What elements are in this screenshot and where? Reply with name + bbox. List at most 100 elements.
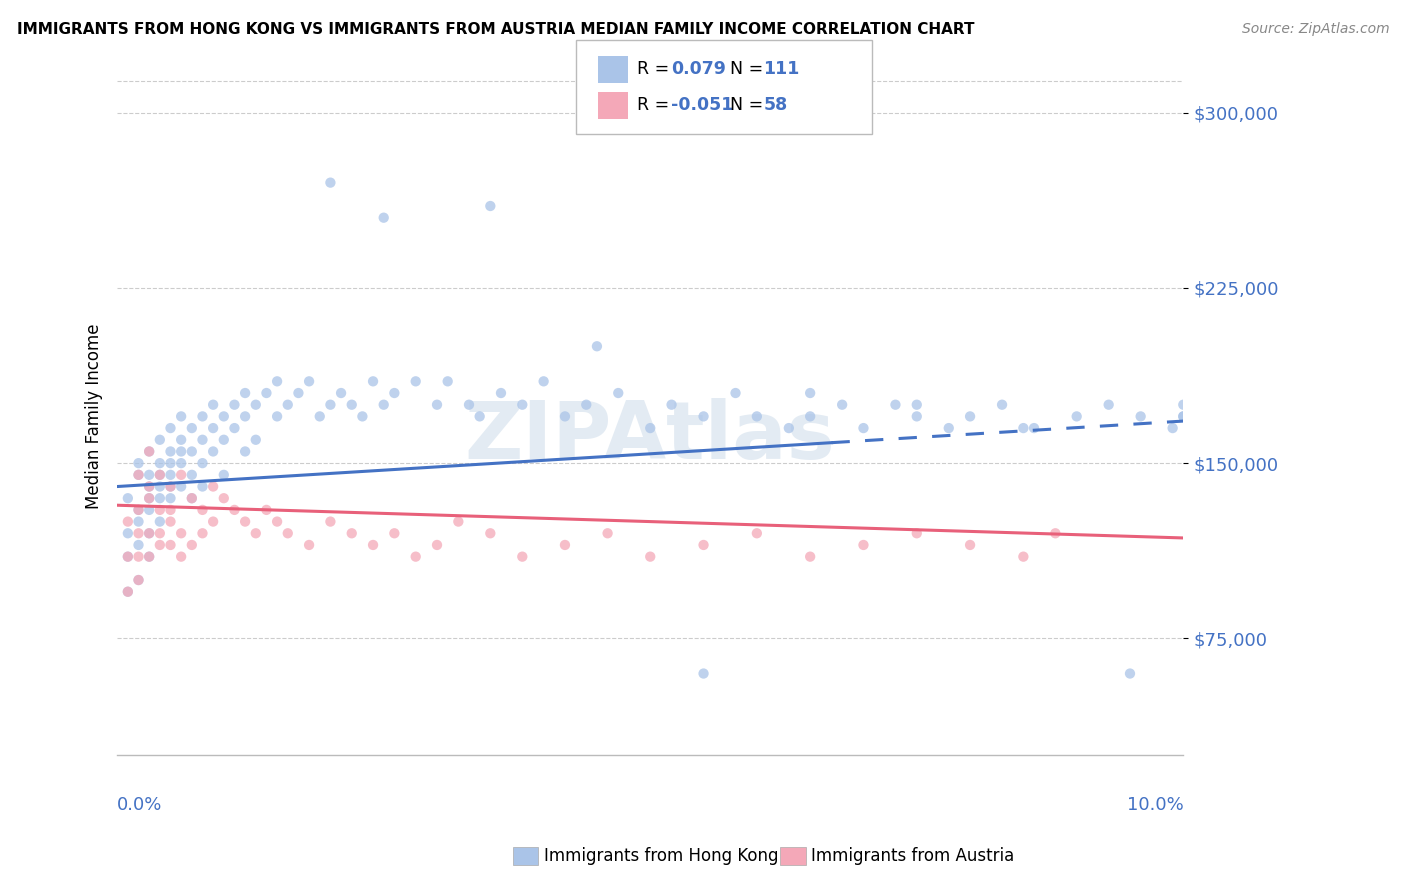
Text: 58: 58 <box>763 96 787 114</box>
Point <box>138 526 160 541</box>
Point <box>202 444 225 458</box>
Text: 0.079: 0.079 <box>671 60 725 78</box>
Point <box>1161 421 1184 435</box>
Point <box>1119 666 1142 681</box>
Point <box>1098 398 1121 412</box>
Point <box>128 573 150 587</box>
Point <box>224 503 246 517</box>
Point <box>905 409 928 424</box>
Point <box>233 444 256 458</box>
Point <box>586 339 609 353</box>
Point <box>170 467 193 482</box>
Point <box>233 386 256 401</box>
Point <box>373 211 395 225</box>
Point <box>128 549 150 564</box>
Point <box>191 479 214 493</box>
Text: Source: ZipAtlas.com: Source: ZipAtlas.com <box>1241 22 1389 37</box>
Point <box>117 526 139 541</box>
Point <box>170 444 193 458</box>
Point <box>1066 409 1088 424</box>
Point <box>277 526 299 541</box>
Point <box>745 526 768 541</box>
Point <box>382 386 405 401</box>
Point <box>159 421 181 435</box>
Point <box>149 433 172 447</box>
Point <box>149 526 172 541</box>
Point <box>128 515 150 529</box>
Point <box>180 467 202 482</box>
Text: R =: R = <box>637 60 675 78</box>
Point <box>308 409 330 424</box>
Point <box>159 444 181 458</box>
Point <box>159 503 181 517</box>
Text: 10.0%: 10.0% <box>1126 796 1184 814</box>
Text: N =: N = <box>730 96 769 114</box>
Point <box>128 467 150 482</box>
Point <box>212 433 235 447</box>
Point <box>149 538 172 552</box>
Point <box>138 444 160 458</box>
Point <box>138 549 160 564</box>
Point <box>170 549 193 564</box>
Point <box>256 503 278 517</box>
Point <box>117 584 139 599</box>
Point <box>266 515 288 529</box>
Point <box>745 409 768 424</box>
Point <box>319 515 342 529</box>
Point <box>212 491 235 506</box>
Point <box>180 444 202 458</box>
Text: 0.0%: 0.0% <box>117 796 163 814</box>
Point <box>959 538 981 552</box>
Text: IMMIGRANTS FROM HONG KONG VS IMMIGRANTS FROM AUSTRIA MEDIAN FAMILY INCOME CORREL: IMMIGRANTS FROM HONG KONG VS IMMIGRANTS … <box>17 22 974 37</box>
Point <box>340 398 363 412</box>
Point <box>373 398 395 412</box>
Point <box>149 515 172 529</box>
Point <box>256 386 278 401</box>
Point <box>170 433 193 447</box>
Point <box>436 375 458 389</box>
Point <box>1012 421 1035 435</box>
Point <box>468 409 491 424</box>
Point <box>852 538 875 552</box>
Point <box>159 538 181 552</box>
Point <box>959 409 981 424</box>
Point <box>692 538 714 552</box>
Point <box>159 479 181 493</box>
Point <box>287 386 309 401</box>
Point <box>319 398 342 412</box>
Point <box>233 409 256 424</box>
Point <box>938 421 960 435</box>
Point <box>149 467 172 482</box>
Point <box>298 375 321 389</box>
Point <box>426 538 449 552</box>
Point <box>170 526 193 541</box>
Text: Immigrants from Austria: Immigrants from Austria <box>811 847 1015 865</box>
Point <box>117 549 139 564</box>
Point <box>191 456 214 470</box>
Text: R =: R = <box>637 96 675 114</box>
Point <box>1173 409 1195 424</box>
Point <box>233 515 256 529</box>
Point <box>554 409 576 424</box>
Point <box>180 538 202 552</box>
Point <box>202 421 225 435</box>
Point <box>191 526 214 541</box>
Point <box>361 538 384 552</box>
Point <box>991 398 1014 412</box>
Point <box>458 398 481 412</box>
Point <box>479 526 502 541</box>
Point <box>149 479 172 493</box>
Point <box>405 375 427 389</box>
Point <box>170 409 193 424</box>
Point <box>724 386 747 401</box>
Point <box>245 526 267 541</box>
Point <box>510 398 533 412</box>
Point <box>128 503 150 517</box>
Point <box>138 491 160 506</box>
Point <box>340 526 363 541</box>
Point <box>692 409 714 424</box>
Point <box>128 573 150 587</box>
Point <box>1022 421 1045 435</box>
Point <box>117 491 139 506</box>
Point <box>319 176 342 190</box>
